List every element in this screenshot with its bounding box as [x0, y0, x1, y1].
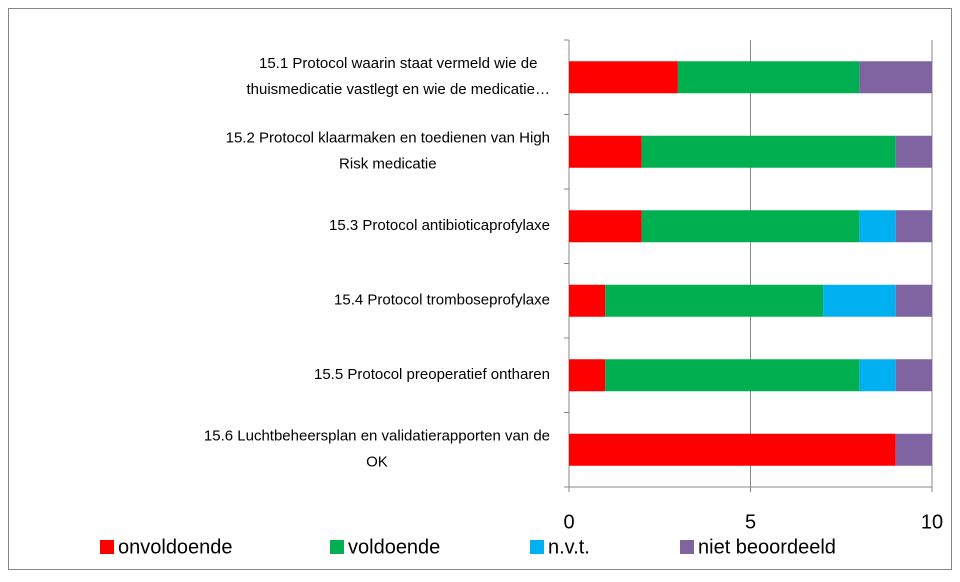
bar-segment — [569, 210, 642, 243]
bar-segment — [569, 135, 642, 168]
bar-segment — [605, 284, 824, 317]
y-tick-label: thuismedicatie vastlegt en wie de medica… — [247, 81, 551, 98]
y-tick-label: 15.4 Protocol tromboseprofylaxe — [334, 292, 550, 309]
bar-segment — [859, 359, 896, 392]
y-tick-label: 15.6 Luchtbeheersplan en validatierappor… — [204, 428, 550, 445]
y-tick-label: 15.3 Protocol antibioticaprofylaxe — [329, 217, 550, 234]
bar-segment — [569, 61, 678, 94]
legend-swatch — [680, 540, 694, 554]
bar-segment — [641, 135, 896, 168]
legend-label: n.v.t. — [548, 536, 590, 558]
bar-segment — [677, 61, 860, 94]
x-tick-label: 0 — [563, 511, 574, 533]
y-tick-label: Risk medicatie — [339, 156, 437, 173]
bar-segment — [895, 359, 932, 392]
legend-label: niet beoordeeld — [698, 536, 836, 558]
bar-segment — [859, 61, 932, 94]
bar-segment — [605, 359, 860, 392]
legend-label: onvoldoende — [118, 536, 233, 558]
bar-segment — [569, 433, 896, 466]
legend-label: voldoende — [348, 536, 440, 558]
bar-segment — [569, 284, 606, 317]
bar-segment — [859, 210, 896, 243]
legend-swatch — [100, 540, 114, 554]
bar-segment — [641, 210, 860, 243]
bar-segment — [895, 135, 932, 168]
legend-swatch — [330, 540, 344, 554]
bar-segment — [895, 210, 932, 243]
y-tick-label: OK — [366, 454, 388, 471]
y-tick-label: 15.1 Protocol waarin staat vermeld wie d… — [259, 55, 537, 72]
y-tick-label: 15.2 Protocol klaarmaken en toedienen va… — [226, 130, 550, 147]
bar-segment — [823, 284, 896, 317]
bar-segment — [895, 433, 932, 466]
x-tick-label: 10 — [921, 511, 943, 533]
legend-swatch — [530, 540, 544, 554]
bar-segment — [569, 359, 606, 392]
bar-segment — [895, 284, 932, 317]
y-tick-label: 15.5 Protocol preoperatief ontharen — [314, 366, 550, 383]
x-tick-label: 5 — [745, 511, 756, 533]
